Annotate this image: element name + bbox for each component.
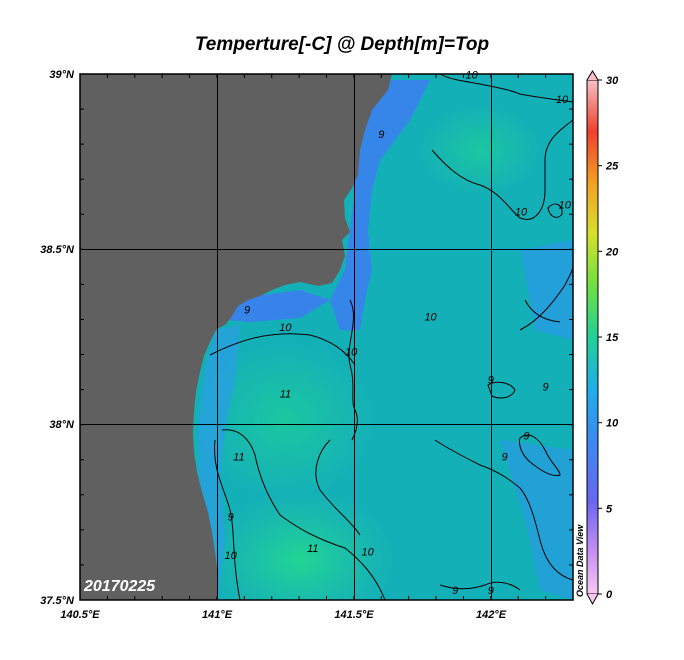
colorbar: 30 25 20 15 10 5 0 (586, 70, 619, 606)
contour-label: 10 (559, 199, 572, 211)
contour-lines (209, 74, 573, 600)
colorbar-tick: 15 (606, 332, 619, 344)
contour-label: 9 (452, 585, 458, 597)
warm-patch (195, 340, 375, 500)
contour-label: 9 (244, 304, 250, 316)
contour-label: 11 (280, 389, 291, 401)
contour-label: 10 (515, 206, 528, 218)
contour-label: 10 (466, 70, 479, 82)
colorbar-max-arrow (586, 70, 599, 81)
lat-label: 38.5°N (40, 244, 75, 256)
odv-watermark: Ocean Data View (575, 524, 585, 597)
lon-label: 141.5°E (334, 609, 374, 621)
lon-label: 140.5°E (60, 609, 100, 621)
lat-label: 38°N (49, 419, 75, 431)
contour-label: 10 (424, 311, 437, 323)
contour-label: 9 (543, 382, 549, 394)
contour-label: 9 (501, 452, 507, 464)
graticule (80, 74, 573, 600)
contour-label-layer: 10 10 9 10 10 9 10 10 10 11 9 9 9 9 11 9 10 11 10 9 9 (225, 70, 572, 597)
colorbar-min-arrow (586, 593, 599, 606)
contour-label: 10 (225, 550, 238, 562)
contour-label: 9 (488, 585, 494, 597)
colorbar-tick: 0 (606, 589, 613, 601)
contour-label: 10 (345, 347, 358, 359)
colorbar-tick: 25 (605, 161, 619, 173)
map-title: Temperture[-C] @ Depth[m]=Top (194, 34, 490, 55)
lat-label: 39°N (49, 69, 75, 81)
contour-label: 10 (279, 322, 292, 334)
lon-label: 142°E (476, 609, 507, 621)
contour-label: 9 (228, 511, 234, 523)
contour-label: 10 (556, 94, 569, 106)
colorbar-tick: 5 (606, 503, 613, 515)
contour-label: 9 (378, 129, 384, 141)
contour-label: 11 (307, 543, 318, 555)
contour-label: 10 (361, 546, 374, 558)
contour-label: 9 (488, 375, 494, 387)
lon-label: 141°E (202, 609, 233, 621)
contour-label: 11 (233, 452, 244, 464)
colorbar-ramp (586, 79, 599, 595)
contour-label: 9 (523, 431, 529, 443)
lat-label: 37.5°N (40, 595, 75, 607)
warm-patch (205, 490, 395, 600)
date-stamp: 20170225 (83, 578, 156, 595)
cool-patch (500, 440, 573, 600)
cool-patch (520, 240, 573, 340)
colorbar-tick: 10 (606, 418, 619, 430)
colorbar-tick: 30 (606, 75, 619, 87)
colorbar-tick: 20 (605, 246, 619, 258)
warm-patch (420, 105, 540, 195)
land-area (80, 74, 392, 600)
frame-ticks (79, 73, 574, 601)
